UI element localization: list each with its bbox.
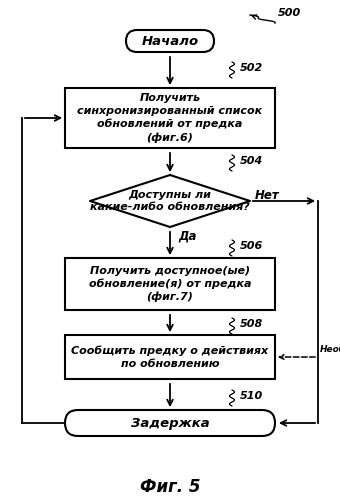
FancyBboxPatch shape — [65, 335, 275, 379]
Text: 506: 506 — [240, 241, 263, 251]
Text: Нет: Нет — [255, 189, 279, 202]
Text: Начало: Начало — [141, 34, 199, 47]
Text: Получить
синхронизированный список
обновлений от предка
(фиг.6): Получить синхронизированный список обнов… — [78, 93, 262, 143]
FancyBboxPatch shape — [65, 410, 275, 436]
Polygon shape — [90, 175, 250, 227]
Text: 508: 508 — [240, 319, 263, 329]
Text: Фиг. 5: Фиг. 5 — [140, 478, 200, 496]
FancyBboxPatch shape — [65, 258, 275, 310]
Text: 500: 500 — [278, 8, 301, 18]
FancyBboxPatch shape — [126, 30, 214, 52]
Text: Да: Да — [178, 230, 197, 243]
FancyBboxPatch shape — [65, 88, 275, 148]
Text: Доступны ли
какие-либо обновления?: Доступны ли какие-либо обновления? — [90, 190, 250, 212]
Text: Необязательно: Необязательно — [320, 344, 340, 353]
Text: 502: 502 — [240, 63, 263, 73]
Text: Получить доступное(ые)
обновление(я) от предка
(фиг.7): Получить доступное(ые) обновление(я) от … — [89, 265, 251, 302]
Text: 510: 510 — [240, 391, 263, 401]
Text: Задержка: Задержка — [131, 417, 209, 430]
Text: 504: 504 — [240, 156, 263, 166]
Text: Сообщить предку о действиях
по обновлению: Сообщить предку о действиях по обновлени… — [71, 345, 269, 369]
